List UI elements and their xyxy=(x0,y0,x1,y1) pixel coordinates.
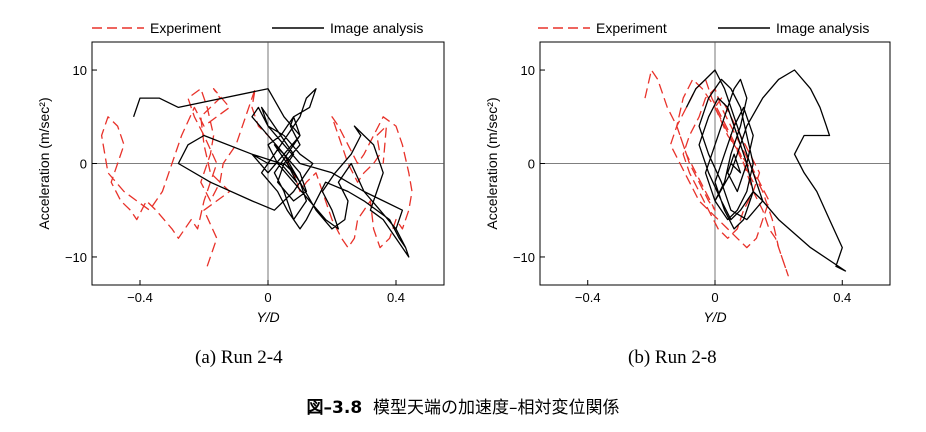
chart-panel-run-2-4: −0.4 0 0.4 −10 0 10 Y/D Acceleration (m/sec²) Ex… xyxy=(36,20,445,325)
x-tick-label: 0 xyxy=(711,290,718,305)
y-axis-label: Acceleration (m/sec²) xyxy=(36,97,52,229)
legend-experiment-label: Experiment xyxy=(150,20,221,36)
x-axis-label: Y/D xyxy=(256,309,279,325)
figure-caption: 図–3.8 模型天端の加速度–相対変位関係 xyxy=(0,393,926,418)
legend: Experiment Image analysis xyxy=(92,20,423,36)
series-experiment-line xyxy=(100,88,413,267)
legend: Experiment Image analysis xyxy=(538,20,869,36)
figure-title: 模型天端の加速度–相対変位関係 xyxy=(372,398,620,418)
legend-experiment-label: Experiment xyxy=(596,20,667,36)
x-tick-label: 0.4 xyxy=(833,290,851,305)
figure-plots: −0.4 0 0.4 −10 0 10 Y/D Acceleration (m/sec²) Ex… xyxy=(36,20,891,325)
x-tick-label: −0.4 xyxy=(575,290,601,305)
chart-panel-run-2-8: −0.4 0 0.4 −10 0 10 Y/D Acceleration (m/sec²) Ex… xyxy=(484,20,891,325)
y-tick-label: −10 xyxy=(513,250,535,265)
legend-image-analysis-label: Image analysis xyxy=(330,20,423,36)
series-experiment-line xyxy=(644,69,789,277)
y-axis-label: Acceleration (m/sec²) xyxy=(484,97,500,229)
series-image-analysis-line xyxy=(685,69,847,272)
y-tick-label: 10 xyxy=(73,63,87,78)
caption-run-2-4: (a) Run 2-4 xyxy=(195,347,283,368)
caption-run-2-8: (b) Run 2-8 xyxy=(628,347,717,368)
y-tick-label: −10 xyxy=(65,250,87,265)
y-tick-label: 10 xyxy=(521,63,535,78)
y-tick-label: 0 xyxy=(80,157,87,172)
x-tick-label: 0.4 xyxy=(387,290,405,305)
series-image-analysis-line xyxy=(132,88,410,258)
y-tick-label: 0 xyxy=(528,157,535,172)
x-tick-label: 0 xyxy=(264,290,271,305)
x-axis-label: Y/D xyxy=(703,309,726,325)
figure-number: 図–3.8 xyxy=(306,398,363,418)
legend-image-analysis-label: Image analysis xyxy=(776,20,869,36)
x-tick-label: −0.4 xyxy=(127,290,153,305)
